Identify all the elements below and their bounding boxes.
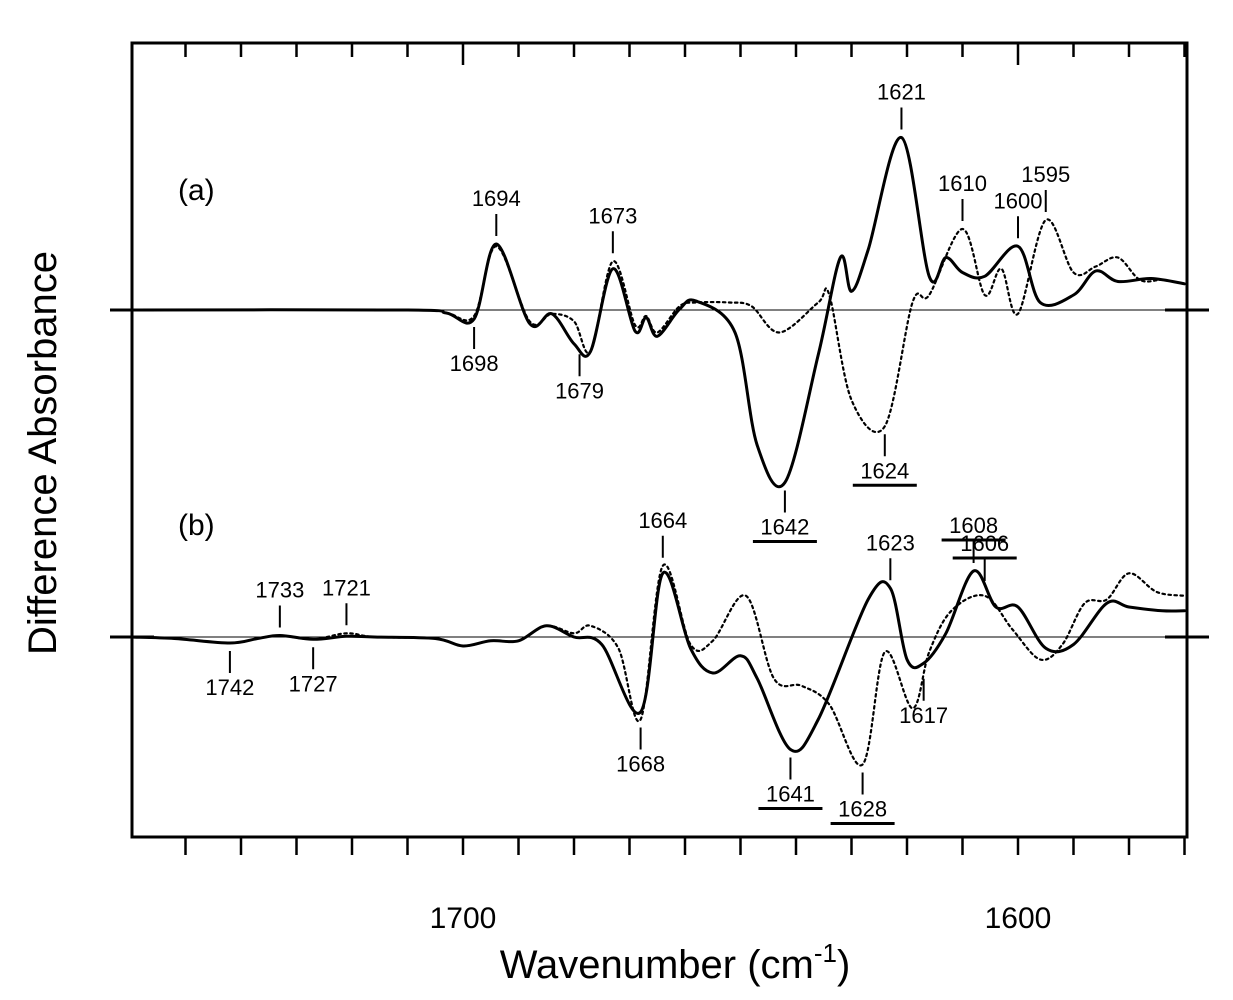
peak-label: 1664: [638, 508, 687, 533]
peak-label: 1673: [588, 203, 637, 228]
peak-label: 1742: [205, 675, 254, 700]
x-axis-title-close: ): [837, 943, 850, 987]
plot-frame: [130, 41, 1189, 839]
series-dotted-line: [128, 218, 1186, 434]
series-dotted-line: [128, 563, 1186, 767]
peak-label: 1727: [289, 671, 338, 696]
y-axis-title: Difference Absorbance: [21, 251, 65, 655]
peak-label: 1641: [766, 782, 815, 807]
peak-label: 1617: [899, 703, 948, 728]
peak-label: 1610: [938, 171, 987, 196]
peak-label: 1600: [994, 188, 1043, 213]
peak-label: 1668: [616, 752, 665, 777]
peak-label: 1679: [555, 378, 604, 403]
minor-ticks: [184, 43, 1186, 855]
peak-label: 1694: [472, 186, 521, 211]
x-tick-label: 1600: [985, 902, 1052, 935]
peak-label: 1623: [866, 530, 915, 555]
x-axis-title: Wavenumber (cm-1): [500, 938, 851, 987]
peak-label: 1608: [949, 513, 998, 538]
series-layer: [128, 135, 1186, 767]
peak-label: 1621: [877, 80, 926, 105]
peak-label: 1595: [1021, 162, 1070, 187]
panel-label-a: (a): [178, 174, 215, 207]
peak-label: 1624: [860, 458, 909, 483]
x-tick-label: 1700: [430, 902, 497, 935]
peak-label: 1606: [960, 531, 1009, 556]
x-axis-title-text: Wavenumber (cm: [500, 943, 814, 987]
peak-label: 1628: [838, 797, 887, 822]
peak-label: 1721: [322, 575, 371, 600]
peak-label: 1698: [450, 351, 499, 376]
series-solid-line: [128, 569, 1186, 753]
peak-label: 1642: [760, 515, 809, 540]
annotation-layer: 1694 1698 1673 1679 1642 1624 1621 1610 16001595…: [205, 80, 1070, 825]
panel-label-b: (b): [178, 509, 215, 542]
peak-label: 1733: [255, 578, 304, 603]
x-axis-title-superscript: -1: [814, 938, 837, 968]
series-solid-line: [128, 135, 1186, 489]
